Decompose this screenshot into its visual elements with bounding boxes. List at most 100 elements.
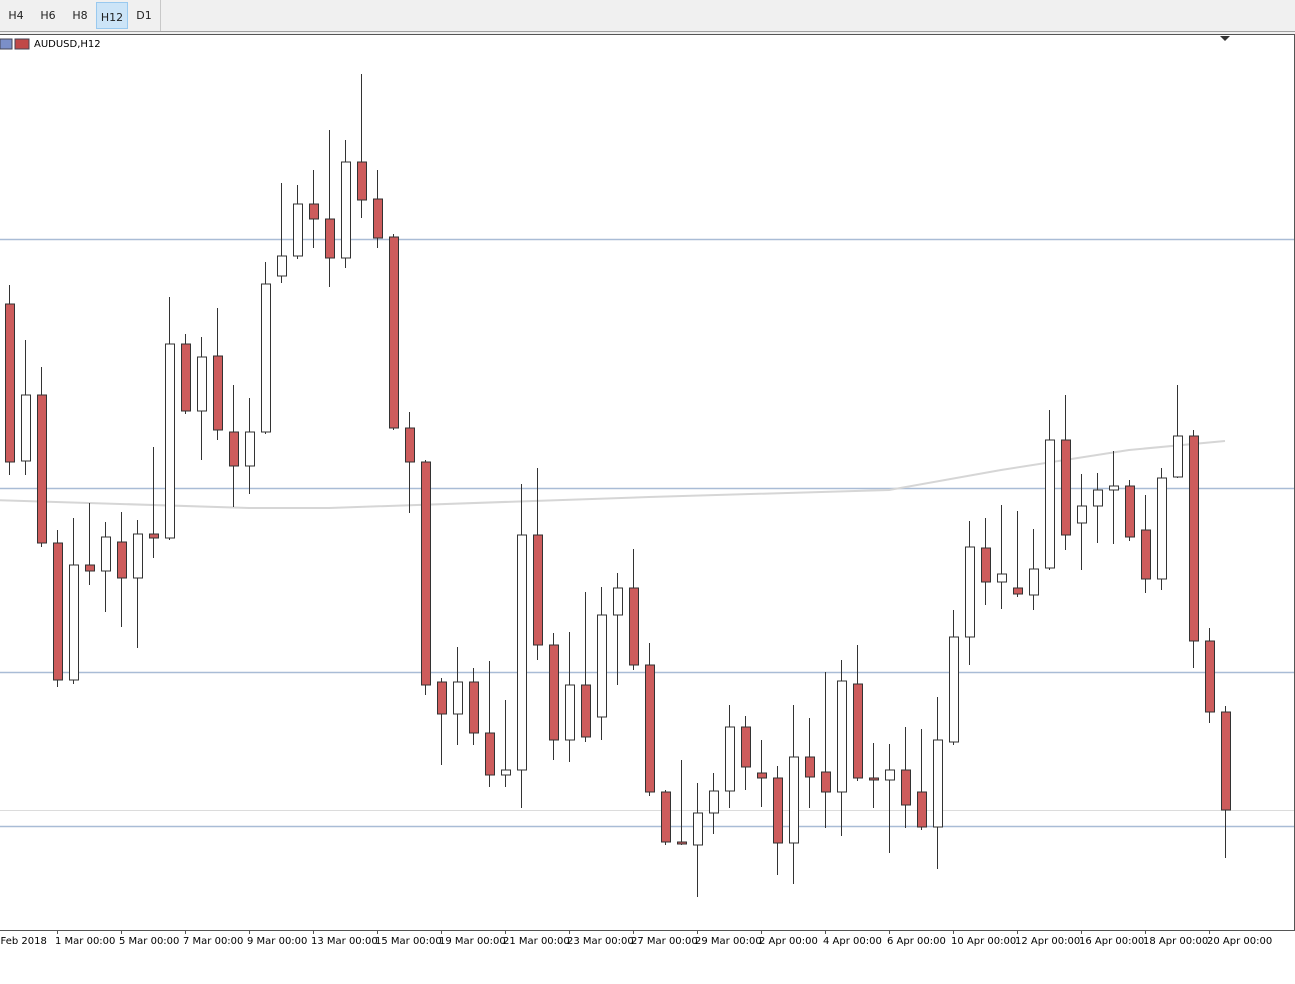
x-tick-label: 16 Apr 00:00 xyxy=(1079,936,1144,947)
candle-body xyxy=(245,431,255,467)
candle-body xyxy=(437,681,447,715)
candle-body xyxy=(405,427,415,463)
candle-body xyxy=(709,790,719,814)
candle-body xyxy=(885,769,895,781)
shift-marker xyxy=(1220,36,1230,41)
candle-body xyxy=(581,684,591,738)
timeframe-tab[interactable]: D1 xyxy=(136,9,152,22)
timeframe-tab[interactable]: H8 xyxy=(72,9,88,22)
candle-body xyxy=(1093,489,1103,507)
x-tick-label: 10 Apr 00:00 xyxy=(951,936,1016,947)
page: {"toolbar": {"tabs": ["H4", "H6", "H8", … xyxy=(0,0,1295,947)
candle-body xyxy=(85,564,95,572)
candle-body xyxy=(853,683,863,779)
candle-body xyxy=(293,203,303,257)
chart: AUDUSD,H12 7 Feb 2018 1 Mar 00:00 5 Mar 00… xyxy=(0,32,1295,947)
candle-body xyxy=(501,769,511,776)
candle-body xyxy=(1173,435,1183,478)
x-tick-label: 27 Mar 00:00 xyxy=(631,936,698,947)
candle-body xyxy=(677,841,687,845)
x-tick-label: 2 Apr 00:00 xyxy=(759,936,818,947)
x-tick-label: 9 Mar 00:00 xyxy=(247,936,307,947)
candle-body xyxy=(1109,485,1119,491)
candle-body xyxy=(517,534,527,771)
candle-body xyxy=(613,587,623,616)
candle-body xyxy=(373,198,383,239)
candle-body xyxy=(1221,711,1231,811)
candle-body xyxy=(741,726,751,768)
candle-body xyxy=(5,303,15,463)
candle-body xyxy=(1205,640,1215,713)
timeframe-tab[interactable]: H6 xyxy=(40,9,56,22)
candle-body xyxy=(165,343,175,539)
candle-body xyxy=(21,394,31,462)
candle-body xyxy=(757,772,767,779)
timeframe-tab[interactable]: H12 xyxy=(96,2,128,29)
x-tick-label: 13 Mar 00:00 xyxy=(311,936,378,947)
x-tick-label: 7 Mar 00:00 xyxy=(183,936,243,947)
candle-body xyxy=(309,203,319,220)
candle-body xyxy=(117,541,127,579)
candle-body xyxy=(533,534,543,646)
x-tick-label: 29 Mar 00:00 xyxy=(695,936,762,947)
candle-body xyxy=(773,777,783,844)
candle-body xyxy=(821,771,831,793)
candle-body xyxy=(1029,568,1039,596)
candle-body xyxy=(1125,485,1135,538)
candle-body xyxy=(197,356,207,412)
toolbar: H4 H6 H8 H12 D1 xyxy=(0,0,1295,32)
candle-body xyxy=(277,255,287,277)
x-tick-label: 21 Mar 00:00 xyxy=(503,936,570,947)
candle-body xyxy=(485,732,495,776)
candle-body xyxy=(181,343,191,412)
candle-body xyxy=(901,769,911,806)
candle-body xyxy=(37,394,47,544)
candle-body xyxy=(837,680,847,793)
candle-body xyxy=(469,681,479,734)
candle-body xyxy=(69,564,79,681)
candle-body xyxy=(325,218,335,259)
candle-body xyxy=(645,664,655,793)
candle-body xyxy=(805,756,815,778)
candle-body xyxy=(453,681,463,715)
symbol-label: AUDUSD,H12 xyxy=(34,39,101,50)
candle-body xyxy=(1189,435,1199,642)
candle-body xyxy=(133,533,143,579)
candle-body xyxy=(1077,505,1087,524)
x-tick-label: 7 Feb 2018 xyxy=(0,936,47,947)
x-tick-label: 4 Apr 00:00 xyxy=(823,936,882,947)
candle-body xyxy=(213,355,223,431)
candle-body xyxy=(597,614,607,718)
candle-body xyxy=(789,756,799,844)
timeframe-tab[interactable]: H4 xyxy=(8,9,24,22)
candle-body xyxy=(549,644,559,741)
x-tick-label: 5 Mar 00:00 xyxy=(119,936,179,947)
moving-average xyxy=(0,440,1226,509)
candle-body xyxy=(661,791,671,843)
x-tick-label: 1 Mar 00:00 xyxy=(55,936,115,947)
candle-body xyxy=(981,547,991,583)
candle-body xyxy=(725,726,735,792)
candle-body xyxy=(1013,587,1023,595)
candle-body xyxy=(53,542,63,681)
candle-body xyxy=(1141,529,1151,580)
candle-body xyxy=(229,431,239,467)
candle-body xyxy=(1061,439,1071,536)
candle-body xyxy=(261,283,271,433)
x-tick-label: 6 Apr 00:00 xyxy=(887,936,946,947)
candle-body xyxy=(869,777,879,781)
symbol-icon xyxy=(0,38,13,50)
timeframe-tabs: H4 H6 H8 H12 D1 xyxy=(0,0,161,31)
candle-body xyxy=(357,161,367,201)
x-tick-label: 20 Apr 00:00 xyxy=(1207,936,1272,947)
x-tick-label: 15 Mar 00:00 xyxy=(375,936,442,947)
candle-body xyxy=(629,587,639,666)
candle-body xyxy=(1045,439,1055,569)
symbol-icon xyxy=(14,38,30,50)
candle-body xyxy=(933,739,943,828)
candle-body xyxy=(997,573,1007,583)
x-tick-label: 19 Mar 00:00 xyxy=(439,936,506,947)
candle-body xyxy=(149,533,159,539)
candle-body xyxy=(949,636,959,743)
candle-body xyxy=(341,161,351,259)
